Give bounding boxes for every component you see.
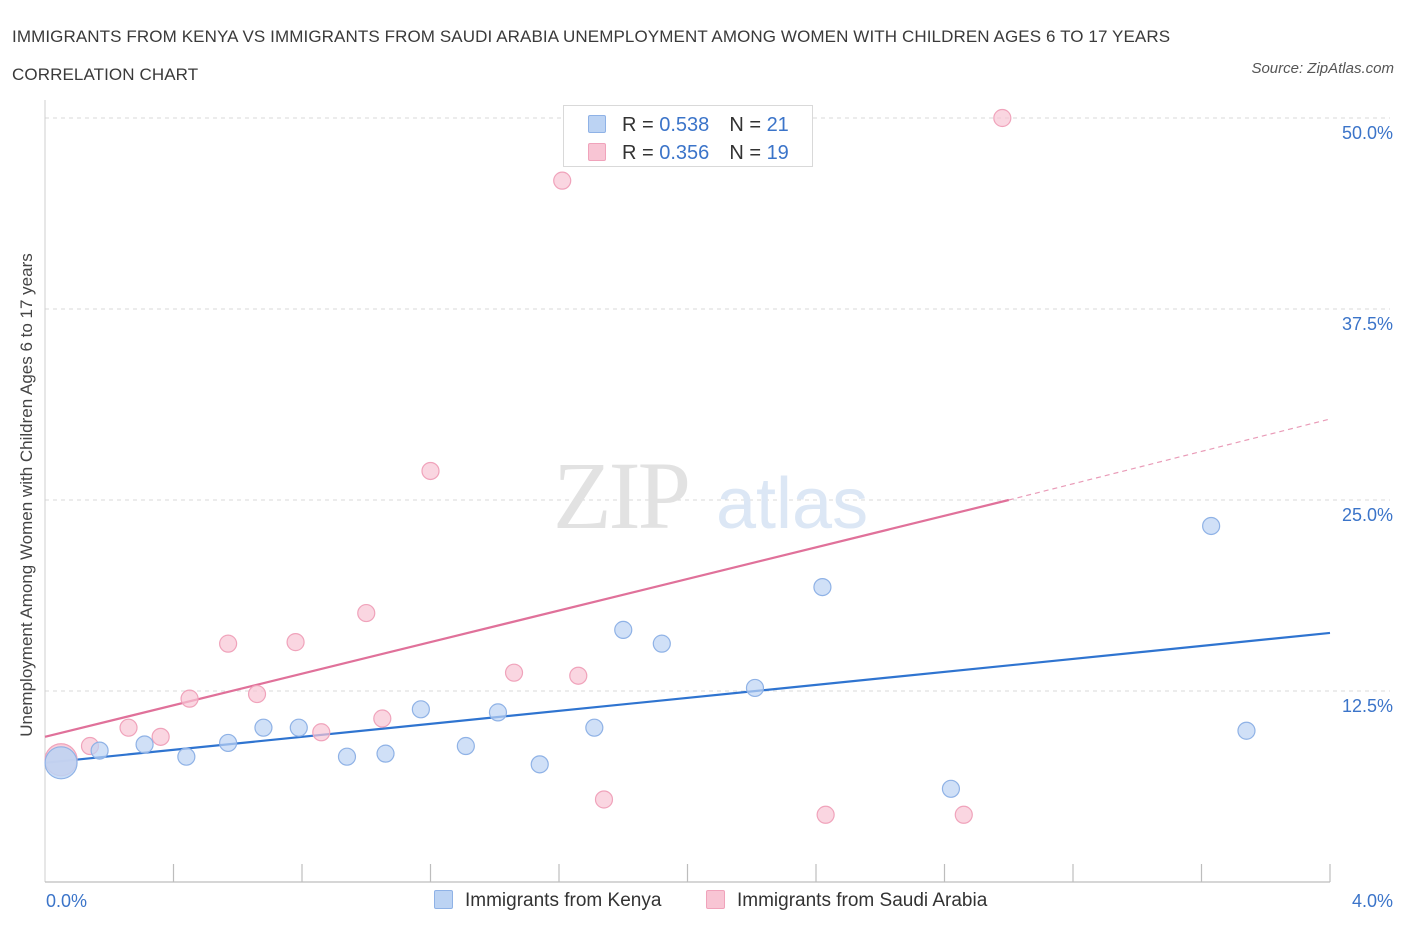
data-point — [411, 700, 430, 719]
y-tick-label: 25.0% — [1341, 505, 1393, 525]
r-value: 0.538 — [659, 114, 710, 136]
n-label: N = — [729, 114, 767, 136]
data-point — [1202, 516, 1221, 536]
r-value: 0.356 — [659, 142, 710, 164]
data-point — [993, 108, 1012, 128]
trend-line — [44, 498, 1010, 738]
n-value: 21 — [766, 114, 789, 136]
data-point — [337, 747, 357, 766]
data-point — [941, 779, 961, 798]
legend-row-text: R = 0.356 N = 19 — [622, 141, 789, 165]
data-point — [569, 666, 588, 685]
series-legend-saudi: Immigrants from Saudi Arabia — [706, 889, 987, 913]
data-point — [254, 718, 273, 737]
data-point — [177, 747, 196, 766]
data-point — [614, 620, 633, 639]
data-point — [745, 678, 765, 698]
data-point — [180, 689, 199, 708]
data-point — [1237, 721, 1256, 740]
data-point — [357, 603, 376, 623]
r-label: R = — [622, 114, 660, 136]
watermark: ZIP atlas — [553, 442, 868, 549]
chart-title: IMMIGRANTS FROM KENYA VS IMMIGRANTS FROM… — [12, 27, 1171, 84]
data-point — [421, 461, 440, 481]
data-point — [373, 709, 392, 728]
trend-line-extension — [1008, 418, 1331, 501]
data-point — [247, 684, 267, 704]
trend-lines — [44, 418, 1331, 764]
grid-lines — [45, 117, 1390, 692]
trend-line — [44, 631, 1331, 764]
data-point — [219, 634, 238, 653]
data-point — [90, 741, 109, 760]
data-point — [151, 727, 170, 746]
saudi-legend-label: Immigrants from Saudi Arabia — [737, 890, 988, 911]
saudi-legend-swatch — [706, 890, 725, 909]
source-credit: Source: ZipAtlas.com — [1251, 60, 1394, 77]
data-point — [652, 634, 671, 653]
y-tick-label: 50.0% — [1341, 123, 1393, 143]
data-point — [488, 703, 508, 722]
data-point — [135, 735, 154, 754]
correlation-legend: R = 0.538 N = 21 R = 0.356 N = 19 — [563, 105, 813, 167]
data-point — [530, 755, 549, 774]
legend-row-text: R = 0.538 N = 21 — [622, 113, 789, 137]
kenya-legend-label: Immigrants from Kenya — [465, 890, 662, 911]
y-tick-label: 37.5% — [1341, 314, 1393, 334]
y-tick-label: 12.5% — [1341, 696, 1393, 716]
x-tick-label-max: 4.0% — [1351, 891, 1393, 911]
data-point — [813, 577, 832, 597]
data-point — [954, 805, 973, 824]
watermark-zip: ZIP — [553, 442, 688, 549]
data-point — [553, 171, 572, 190]
data-point — [585, 718, 604, 737]
saudi-swatch — [588, 143, 606, 161]
y-axis-label: Unemployment Among Women with Children A… — [17, 253, 36, 737]
x-tick-label-min: 0.0% — [46, 891, 88, 911]
axes — [44, 100, 1331, 883]
kenya-legend-swatch — [434, 890, 453, 909]
data-point — [594, 790, 614, 809]
kenya-swatch — [588, 115, 606, 133]
data-points — [44, 108, 1256, 824]
n-value: 19 — [766, 142, 789, 164]
data-point — [816, 805, 835, 824]
data-point — [376, 744, 395, 763]
data-point — [312, 723, 331, 742]
watermark-atlas: atlas — [716, 464, 868, 544]
data-point — [456, 736, 475, 756]
data-point — [289, 718, 308, 737]
data-point — [44, 746, 78, 780]
data-point — [119, 718, 138, 737]
data-point — [286, 633, 305, 652]
series-legend-kenya: Immigrants from Kenya — [434, 889, 661, 913]
data-point — [219, 733, 238, 753]
r-label: R = — [622, 142, 660, 164]
data-point — [504, 663, 524, 682]
n-label: N = — [729, 142, 767, 164]
